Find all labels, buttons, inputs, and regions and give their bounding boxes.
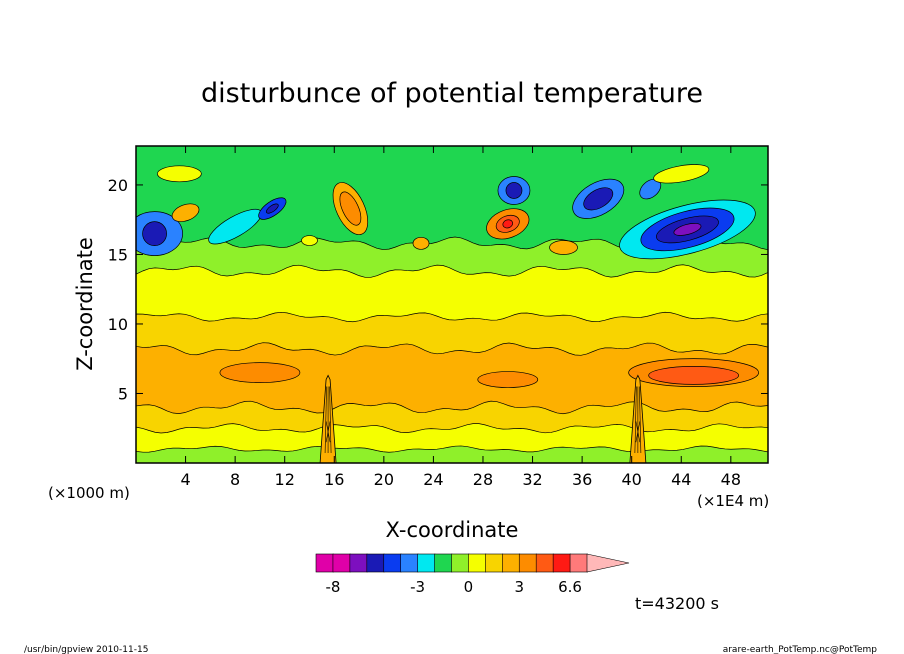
colorbar-tick-label: -8 [325, 578, 340, 596]
colorbar-swatch [383, 553, 402, 573]
colorbar-swatch [451, 553, 470, 573]
x-tick-label: 32 [522, 470, 542, 489]
time-label: t=43200 s [635, 594, 719, 613]
colorbar-swatch [468, 553, 487, 573]
y-axis: 5 10 15 20 [108, 176, 768, 403]
x-tick-label: 36 [572, 470, 592, 489]
x-axis: 4 8 12 16 20 24 28 32 36 40 44 48 [180, 146, 741, 489]
colorbar-swatch [485, 553, 504, 573]
x-tick-label: 44 [671, 470, 691, 489]
colorbar-swatch [518, 553, 537, 573]
footer-left: /usr/bin/gpview 2010-11-15 [24, 645, 148, 654]
y-tick-label: 5 [118, 384, 128, 403]
x-tick-label: 12 [275, 470, 295, 489]
colorbar-swatch [366, 553, 385, 573]
x-tick-label: 28 [473, 470, 493, 489]
x-tick-label: 20 [374, 470, 394, 489]
colorbar-tick-label: 0 [464, 578, 474, 596]
plot-area [135, 145, 769, 464]
x-axis-label: X-coordinate [386, 518, 519, 542]
y-tick-label: 20 [108, 176, 128, 195]
colorbar-extend-arrow [586, 553, 630, 573]
colorbar-swatch [569, 553, 588, 573]
x-unit-right: (×1E4 m) [697, 492, 769, 510]
x-tick-label: 16 [324, 470, 344, 489]
colorbar-tick-label: 6.6 [558, 578, 582, 596]
y-tick-label: 15 [108, 245, 128, 264]
colorbar-swatch [332, 553, 351, 573]
plot-frame [135, 145, 769, 464]
chart-title: disturbunce of potential temperature [201, 78, 703, 109]
x-tick-label: 4 [180, 470, 190, 489]
x-tick-label: 48 [721, 470, 741, 489]
colorbar-swatch [502, 553, 521, 573]
x-tick-label: 40 [622, 470, 642, 489]
x-tick-label: 24 [423, 470, 443, 489]
y-tick-label: 10 [108, 315, 128, 334]
colorbar-swatch [349, 553, 368, 573]
y-axis-label: Z-coordinate [73, 237, 97, 371]
x-tick-label: 8 [230, 470, 240, 489]
colorbar-swatch [315, 553, 334, 573]
x-unit-left: (×1000 m) [48, 484, 130, 502]
colorbar [315, 553, 630, 573]
colorbar-swatch [552, 553, 571, 573]
colorbar-swatch [417, 553, 436, 573]
footer-right: arare-earth_PotTemp.nc@PotTemp [723, 645, 878, 654]
colorbar-ticks: -8 -3 0 3 6.6 [325, 578, 582, 596]
colorbar-tick-label: -3 [410, 578, 425, 596]
colorbar-swatch [434, 553, 453, 573]
colorbar-swatch [535, 553, 554, 573]
colorbar-swatch [400, 553, 419, 573]
colorbar-tick-label: 3 [514, 578, 524, 596]
contour-field [136, 146, 768, 463]
